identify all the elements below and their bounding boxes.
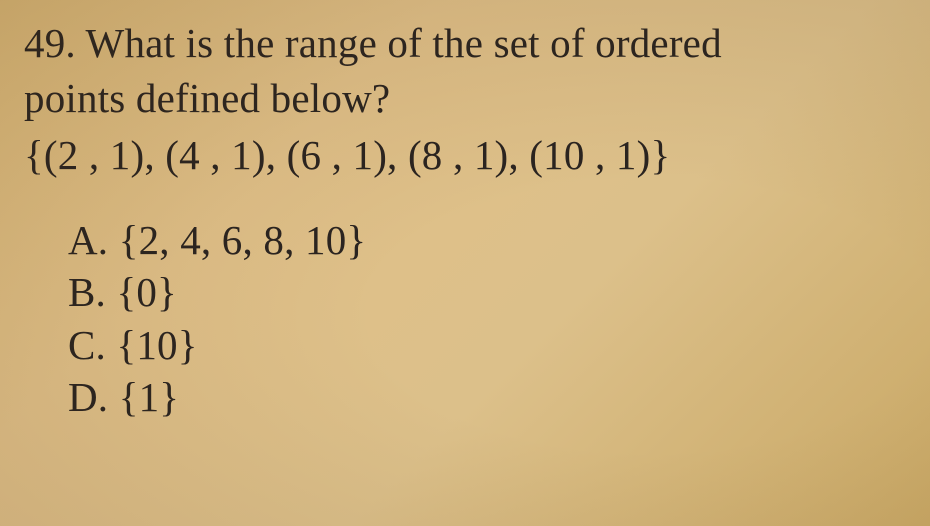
options-list: A. {2, 4, 6, 8, 10} B. {0} C. {10} D. {1…	[68, 214, 906, 424]
option-c: C. {10}	[68, 319, 906, 371]
option-d: D. {1}	[68, 371, 906, 423]
question-line-1: 49. What is the range of the set of orde…	[24, 18, 906, 69]
option-b: B. {0}	[68, 266, 906, 318]
option-a: A. {2, 4, 6, 8, 10}	[68, 214, 906, 266]
question-set: {(2 , 1), (4 , 1), (6 , 1), (8 , 1), (10…	[24, 129, 906, 182]
question-line-2: points defined below?	[24, 73, 906, 124]
